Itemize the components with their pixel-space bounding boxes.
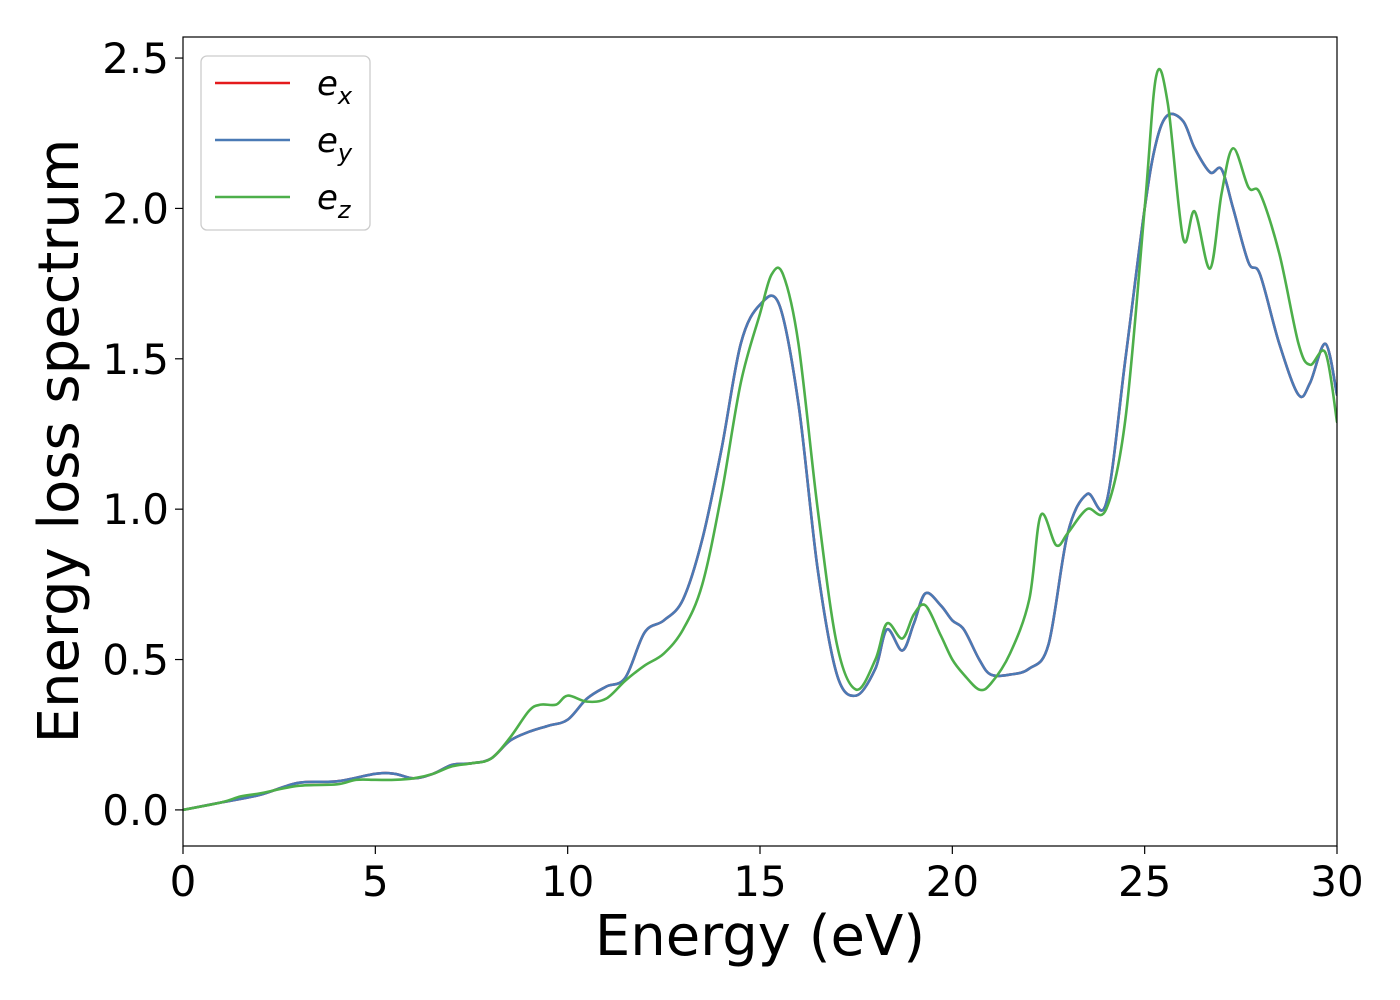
x-tick-label: 20 [926,857,979,906]
x-tick-label: 25 [1118,857,1171,906]
y-tick-label: 0.0 [102,786,169,835]
y-tick-label: 2.5 [102,34,169,83]
plot-area [183,67,1337,812]
legend-label-sub: y [337,139,353,167]
y-axis-label: Energy loss spectrum [27,139,92,744]
x-tick-label: 0 [170,857,197,906]
x-tick-label: 15 [733,857,786,906]
y-tick-label: 1.0 [102,485,169,534]
legend-label-sub: x [337,82,353,110]
legend-label-z: ez [317,178,352,224]
y-axis: 0.0 0.5 1.0 1.5 2.0 2.5 [102,34,183,835]
legend-label-base: e [317,64,338,104]
y-tick-label: 2.0 [102,184,169,233]
x-tick-label: 30 [1310,857,1363,906]
x-tick-label: 5 [362,857,389,906]
legend-label-x: ex [317,64,353,110]
legend-label-base: e [317,121,338,161]
x-axis-label: Energy (eV) [595,904,925,969]
y-tick-label: 0.5 [102,636,169,685]
legend-label-base: e [317,178,338,218]
legend-label-sub: z [337,196,352,224]
y-tick-label: 1.5 [102,335,169,384]
legend-box [200,55,371,231]
x-tick-label: 10 [541,857,594,906]
legend-label-y: ey [317,121,353,167]
series-line-z [183,67,1337,812]
x-axis: 0 5 10 15 20 25 30 [170,846,1364,906]
